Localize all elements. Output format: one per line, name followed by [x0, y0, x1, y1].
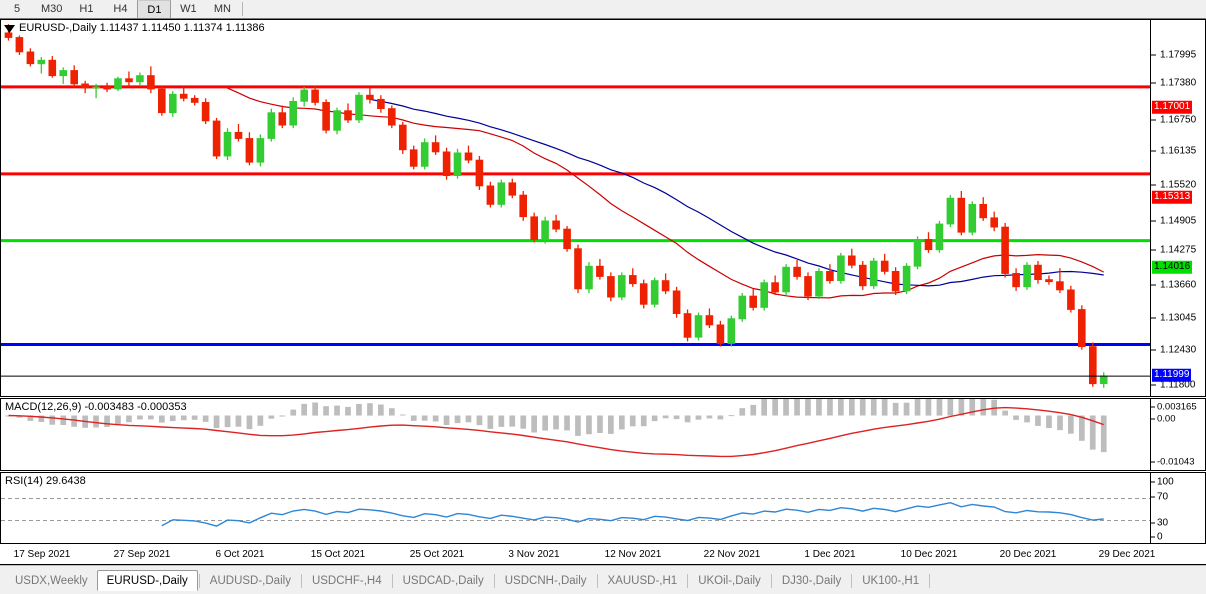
timeframe-button-h4[interactable]: H4	[113, 3, 128, 15]
macd-axis: 0.003165 0.00 -0.01043	[1150, 399, 1205, 470]
tab-divider	[851, 574, 853, 588]
timeframe-button-d1[interactable]: D1	[137, 0, 172, 18]
price-level-tag-resistance-1[interactable]: 1.17001	[1152, 100, 1193, 114]
chart-tab-usdchf-h4[interactable]: USDCHF-,H4	[311, 574, 382, 587]
date-axis[interactable]: 17 Sep 2021 27 Sep 2021 6 Oct 2021 15 Oct 2…	[0, 546, 1206, 565]
date-axis-label: 25 Oct 2021	[409, 549, 465, 560]
chart-tab-ukoil-daily[interactable]: UKOil-,Daily	[698, 574, 761, 587]
chart-tab-uk100-h1[interactable]: UK100-,H1	[862, 574, 920, 587]
timeframe-button-group: 5 M30 H1 H4 D1 W1 MN	[0, 0, 239, 18]
timeframe-button-m30[interactable]: M30	[41, 3, 63, 15]
date-axis-label: 10 Dec 2021	[900, 549, 958, 560]
price-candles-svg	[1, 24, 1150, 388]
price-pane[interactable]: EURUSD-,Daily 1.11437 1.11450 1.11374 1.…	[0, 19, 1206, 420]
price-level-tag-support[interactable]: 1.11999	[1152, 368, 1192, 382]
toolbar-divider	[242, 2, 244, 16]
timeframe-button-w1[interactable]: W1	[180, 3, 197, 15]
rsi-tick-label: 0	[1157, 531, 1163, 543]
tab-divider	[929, 574, 931, 588]
price-plot-area[interactable]	[1, 20, 1150, 396]
price-axis[interactable]: 1.17995 1.17380 1.16750 1.16135 1.15520 1.149…	[1150, 20, 1205, 420]
macd-tick-label: 0.00	[1157, 413, 1176, 425]
chart-tab-eurusd-daily[interactable]: EURUSD-,Daily	[96, 570, 198, 591]
date-axis-label: 29 Dec 2021	[1098, 549, 1156, 560]
macd-pane-label: MACD(12,26,9) -0.003483 -0.000353	[5, 401, 187, 413]
rsi-plot-area[interactable]	[1, 473, 1150, 543]
symbol-arrow-icon	[4, 25, 15, 33]
tab-divider	[687, 574, 689, 588]
rsi-pane[interactable]: RSI(14) 29.6438 100 70 30 0	[0, 472, 1206, 544]
macd-svg	[5, 399, 1107, 458]
price-tick-label: 1.13045	[1160, 312, 1197, 324]
rsi-svg	[1, 498, 1150, 527]
date-axis-label: 27 Sep 2021	[113, 549, 171, 560]
price-tick-label: 1.17380	[1160, 77, 1197, 89]
chart-tab-usdx-weekly[interactable]: USDX,Weekly	[15, 574, 88, 587]
macd-tick-label: 0.003165	[1157, 401, 1197, 413]
rsi-tick-label: 100	[1157, 476, 1174, 488]
date-axis-label: 15 Oct 2021	[310, 549, 366, 560]
rsi-tick-label: 70	[1157, 491, 1169, 503]
date-axis-label: 22 Nov 2021	[703, 549, 761, 560]
price-tick-label: 1.14905	[1160, 215, 1197, 227]
macd-plot-area[interactable]	[1, 399, 1150, 470]
chart-tab-dj30-daily[interactable]: DJ30-,Daily	[781, 574, 842, 587]
date-axis-label: 6 Oct 2021	[215, 549, 265, 560]
price-tick-label: 1.16750	[1160, 114, 1197, 126]
price-tick-label: 1.14275	[1160, 244, 1197, 256]
date-axis-label: 17 Sep 2021	[13, 549, 71, 560]
date-axis-label: 3 Nov 2021	[508, 549, 560, 560]
chart-tab-bar: USDX,Weekly EURUSD-,Daily AUDUSD-,Daily USD…	[0, 565, 1206, 594]
price-tick-label: 1.11800	[1160, 379, 1196, 391]
macd-pane[interactable]: MACD(12,26,9) -0.003483 -0.000353 0.0031…	[0, 398, 1206, 471]
chart-tab-usdcad-daily[interactable]: USDCAD-,Daily	[402, 574, 484, 587]
chart-tab-usdcnh-daily[interactable]: USDCNH-,Daily	[504, 574, 587, 587]
tab-divider	[300, 574, 302, 588]
date-axis-label: 20 Dec 2021	[999, 549, 1057, 560]
price-level-tag-resistance-2[interactable]: 1.15313	[1152, 190, 1193, 204]
macd-tick-label: -0.01043	[1157, 456, 1195, 468]
price-tick-label: 1.15520	[1160, 179, 1197, 191]
price-tick-label: 1.13660	[1160, 279, 1197, 291]
price-tick-label: 1.12430	[1160, 344, 1197, 356]
tab-divider	[391, 574, 393, 588]
timeframe-button-5[interactable]: 5	[13, 3, 21, 15]
tab-divider	[198, 574, 200, 588]
tab-divider	[770, 574, 772, 588]
timeframe-button-h1[interactable]: H1	[79, 3, 94, 15]
chart-panes: EURUSD-,Daily 1.11437 1.11450 1.11374 1.…	[0, 19, 1206, 546]
price-tick-label: 1.17995	[1160, 49, 1197, 61]
rsi-tick-label: 30	[1157, 517, 1169, 529]
rsi-axis: 100 70 30 0	[1150, 473, 1205, 543]
tab-divider	[596, 574, 598, 588]
price-pane-label: EURUSD-,Daily 1.11437 1.11450 1.11374 1.…	[19, 22, 265, 34]
price-tick-label: 1.16135	[1160, 145, 1197, 157]
timeframe-button-mn[interactable]: MN	[213, 3, 231, 15]
date-axis-label: 12 Nov 2021	[604, 549, 662, 560]
date-axis-label: 1 Dec 2021	[804, 549, 856, 560]
tab-divider	[493, 574, 495, 588]
chart-tab-audusd-daily[interactable]: AUDUSD-,Daily	[209, 574, 291, 587]
rsi-pane-label: RSI(14) 29.6438	[5, 475, 86, 487]
price-level-tag-pivot[interactable]: 1.14016	[1152, 260, 1193, 274]
chart-tab-xauusd-h1[interactable]: XAUUSD-,H1	[607, 574, 678, 587]
timeframe-toolbar: 5 M30 H1 H4 D1 W1 MN	[0, 0, 1206, 19]
